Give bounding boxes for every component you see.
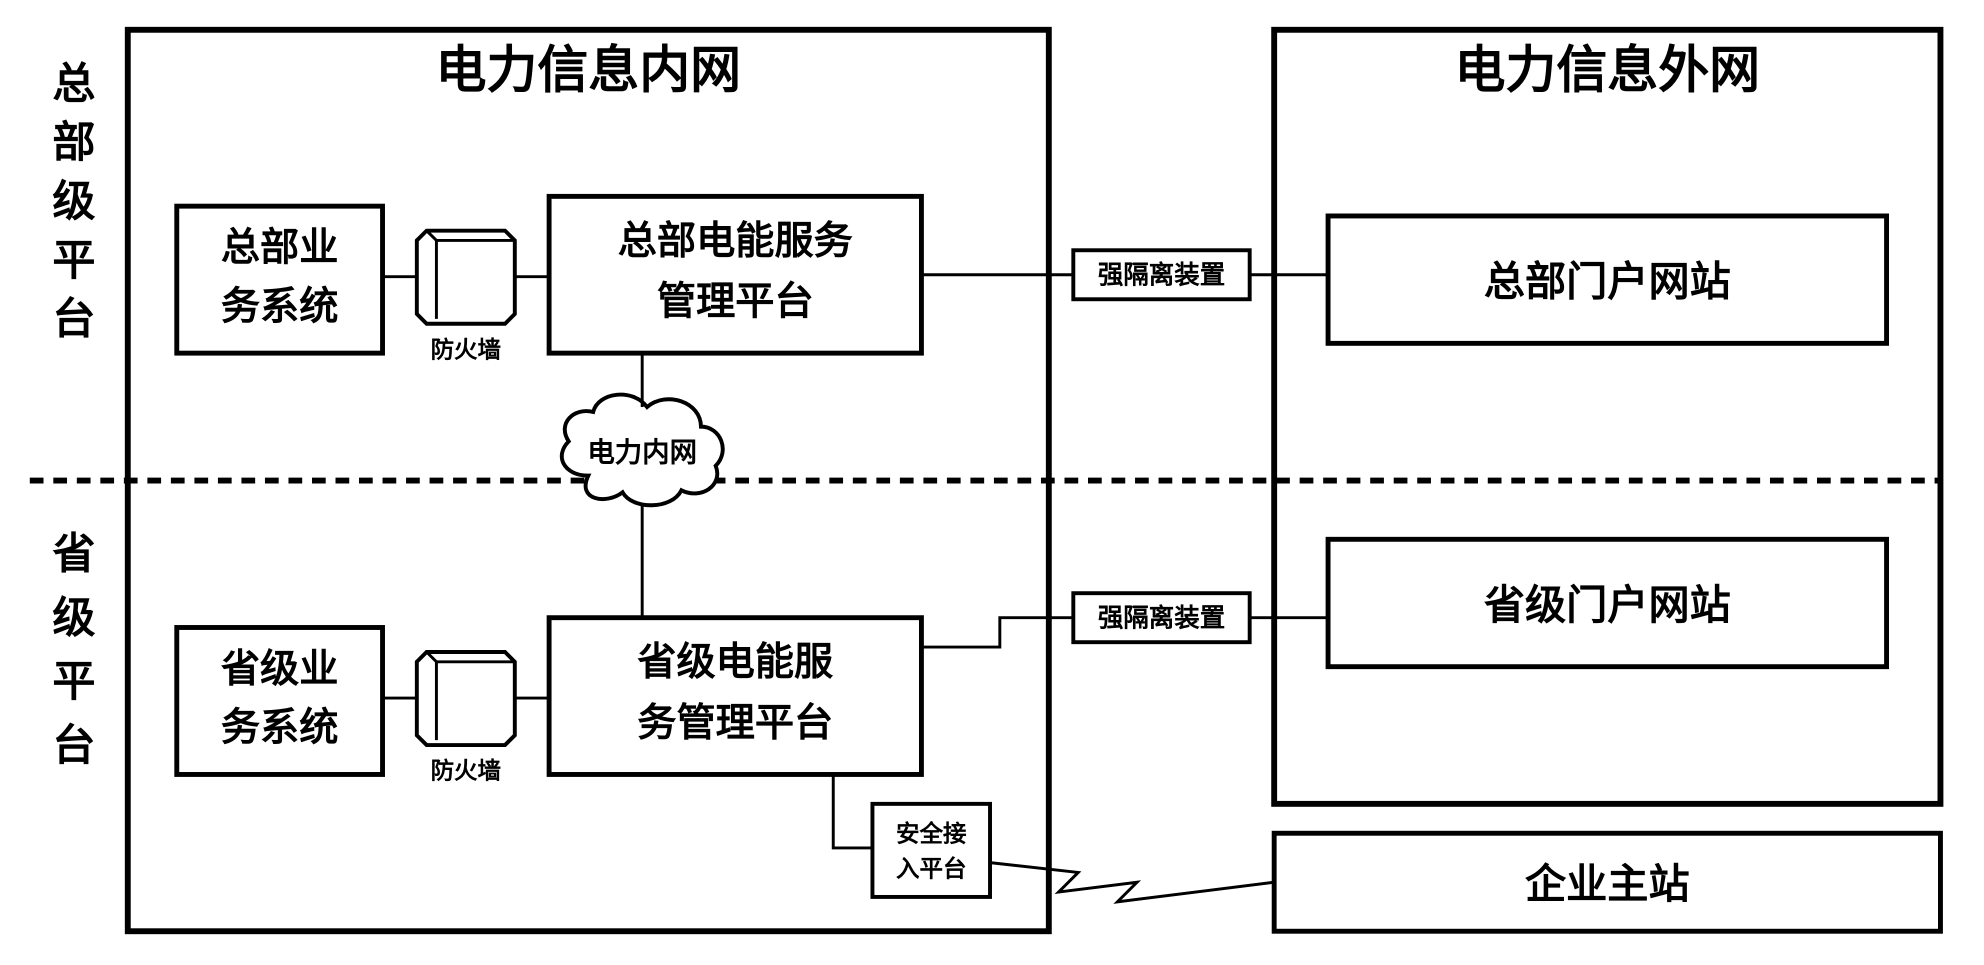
cloud-label: 电力内网: [587, 436, 697, 467]
prov-platform-l1: 省级电能服: [637, 641, 834, 684]
side-label-top: 总 部 级 平 台: [52, 60, 95, 343]
hq-business-l1: 总部业: [221, 227, 339, 270]
extranet-title: 电力信息外网: [1455, 41, 1761, 98]
edge-secure-enterprise: [990, 863, 1274, 902]
side-label-bottom-char3: 平: [52, 658, 95, 706]
prov-portal-label: 省级门户网站: [1484, 582, 1731, 628]
side-label-top-char1: 总: [52, 60, 95, 108]
side-label-top-char4: 平: [52, 237, 95, 285]
secure-access-l2: 入平台: [896, 855, 967, 882]
isolation-bottom-label: 强隔离装置: [1098, 603, 1225, 632]
architecture-diagram: 电力信息内网 电力信息外网 总 部 级 平 台 省 级 平 台 总部业 务系统 …: [20, 20, 1964, 945]
side-label-bottom-char2: 级: [52, 594, 95, 642]
firewall-bottom: 防火墙: [417, 652, 515, 784]
extranet-container: [1274, 30, 1940, 804]
side-label-top-char5: 台: [52, 296, 95, 344]
hq-platform-l1: 总部电能服务: [618, 220, 854, 263]
intranet-title: 电力信息内网: [435, 41, 741, 98]
cloud: 电力内网: [562, 395, 723, 506]
firewall-bottom-label: 防火墙: [431, 757, 502, 784]
prov-business-l2: 务系统: [221, 707, 339, 750]
hq-portal-label: 总部门户网站: [1484, 258, 1731, 304]
edge-provplat-secure: [833, 774, 872, 847]
firewall-top-label: 防火墙: [431, 335, 502, 362]
side-label-top-char3: 级: [52, 178, 95, 226]
isolation-top-label: 强隔离装置: [1098, 260, 1225, 289]
side-label-bottom-char4: 台: [52, 722, 95, 770]
prov-business-l1: 省级业: [221, 648, 339, 691]
firewall-top: 防火墙: [417, 231, 515, 363]
secure-access-box: [872, 804, 990, 897]
hq-platform-l2: 管理平台: [657, 281, 814, 324]
side-label-bottom-char1: 省: [52, 531, 95, 579]
secure-access-l1: 安全接: [896, 819, 967, 846]
side-label-top-char2: 部: [52, 119, 95, 167]
enterprise-label: 企业主站: [1525, 861, 1690, 907]
side-label-bottom: 省 级 平 台: [52, 531, 95, 770]
hq-business-l2: 务系统: [221, 285, 339, 328]
prov-platform-l2: 务管理平台: [637, 702, 833, 745]
